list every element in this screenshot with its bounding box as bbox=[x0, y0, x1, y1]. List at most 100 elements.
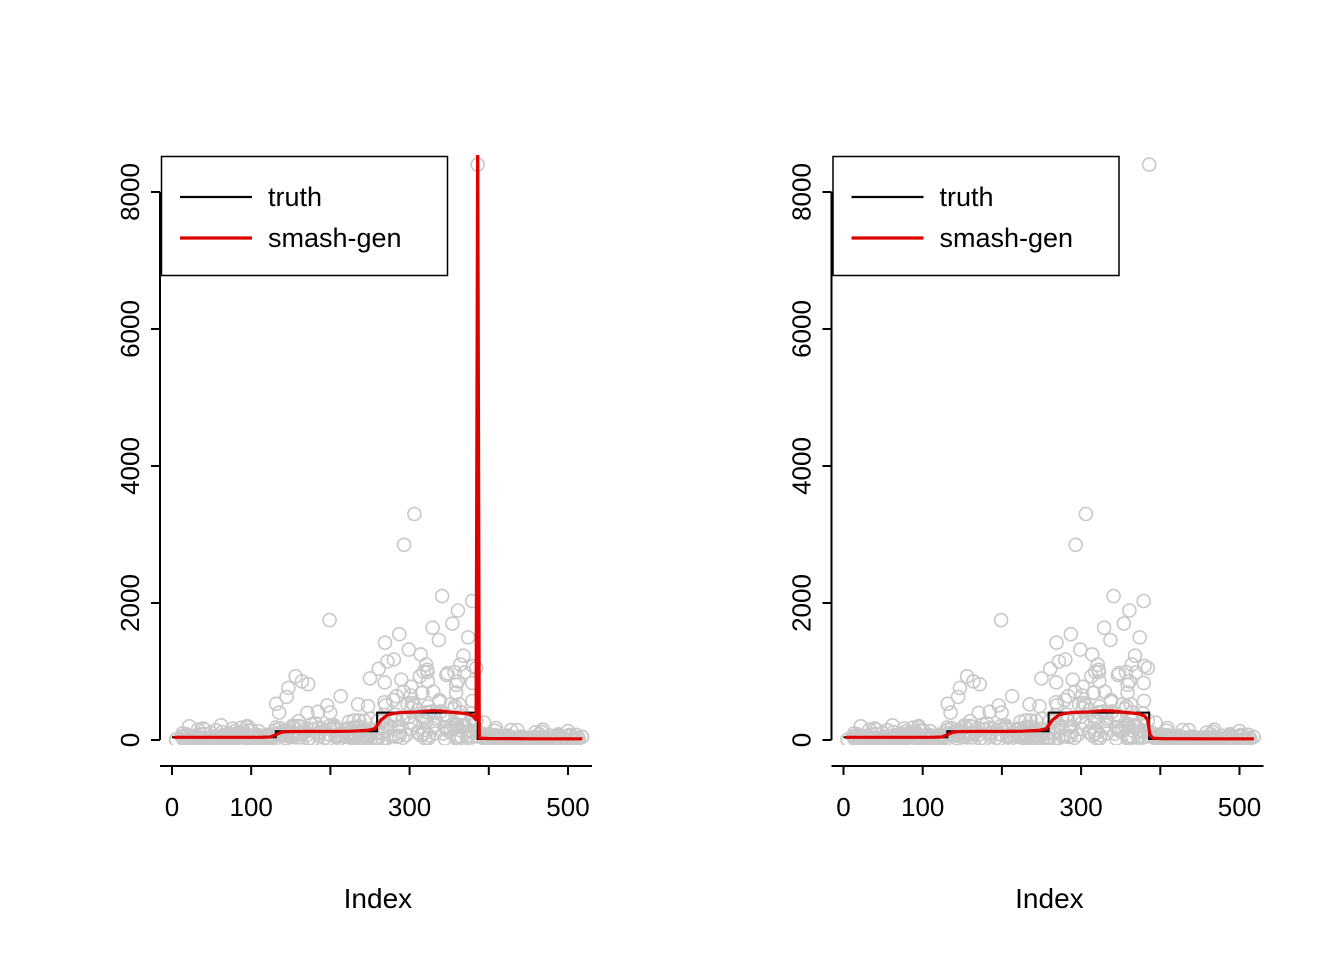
scatter-point-outlier bbox=[1096, 620, 1112, 636]
scatter-point-outlier bbox=[1122, 603, 1137, 618]
scatter-point bbox=[1109, 719, 1124, 735]
scatter-point bbox=[403, 679, 419, 695]
scatter-point-outlier bbox=[431, 632, 447, 648]
scatter-point-outlier bbox=[1132, 629, 1147, 645]
smash-gen-line bbox=[173, 155, 583, 741]
scatter-point bbox=[380, 654, 395, 669]
scatter-point-outlier bbox=[1034, 671, 1049, 686]
scatter-point bbox=[1057, 728, 1073, 744]
scatter-point bbox=[955, 726, 971, 742]
scatter-point-outlier bbox=[294, 674, 310, 689]
x-tick-label: 0 bbox=[165, 792, 179, 822]
x-axis-title: Index bbox=[344, 883, 413, 914]
scatter-point bbox=[268, 696, 284, 712]
scatter-point bbox=[402, 721, 418, 737]
scatter-point bbox=[393, 672, 409, 688]
scatter-point-outlier bbox=[377, 635, 393, 651]
scatter-point bbox=[983, 728, 998, 744]
scatter-point bbox=[991, 698, 1007, 713]
scatter-point bbox=[383, 720, 399, 736]
scatter-point bbox=[448, 685, 464, 701]
scatter-point bbox=[1120, 685, 1135, 701]
scatter-point bbox=[1090, 714, 1106, 729]
y-tick-label: 6000 bbox=[115, 300, 145, 358]
scatter-point bbox=[1048, 675, 1064, 690]
scatter-point-outlier bbox=[1073, 642, 1088, 657]
panel-left: 0 2000 4000 6000 8000 0 100 300 500 Index truth sma… bbox=[115, 155, 592, 914]
scatter-point bbox=[327, 719, 343, 735]
scatter-point bbox=[1112, 722, 1128, 738]
scatter-point-outlier bbox=[213, 717, 229, 733]
scatter-point-outlier bbox=[239, 719, 255, 735]
legend-label: smash-gen bbox=[940, 223, 1074, 253]
x-tick-label: 500 bbox=[546, 792, 589, 822]
scatter-point-outlier bbox=[1103, 632, 1118, 648]
scatter-point bbox=[355, 732, 371, 745]
scatter-point-outlier bbox=[396, 537, 412, 553]
scatter-point bbox=[1057, 692, 1072, 708]
scatter-point bbox=[1018, 713, 1033, 728]
scatter-point-outlier bbox=[1116, 616, 1132, 631]
scatter-point-outlier bbox=[362, 671, 378, 686]
scatter-point-outlier bbox=[1106, 588, 1121, 604]
scatter-point bbox=[1076, 695, 1091, 711]
scatter-point-outlier bbox=[535, 722, 551, 738]
scatter-point bbox=[999, 719, 1014, 735]
scatter-point bbox=[299, 705, 315, 721]
scatter-point-outlier bbox=[911, 719, 927, 735]
scatter-point bbox=[455, 718, 470, 734]
y-tick-label: 8000 bbox=[115, 163, 145, 221]
y-tick-label: 8000 bbox=[786, 163, 816, 221]
scatter-point bbox=[412, 668, 428, 684]
scatter-point bbox=[439, 667, 454, 683]
x-tick-label: 300 bbox=[388, 792, 431, 822]
scatter-point bbox=[1075, 679, 1090, 695]
scatter-point-outlier bbox=[1090, 657, 1105, 672]
scatter-point bbox=[404, 700, 419, 716]
legend-label: smash-gen bbox=[268, 223, 402, 253]
scatter-point bbox=[447, 720, 462, 736]
scatter-point bbox=[271, 705, 287, 720]
scatter-point bbox=[416, 664, 432, 680]
scatter-point bbox=[1087, 664, 1103, 680]
scatter-point-outlier bbox=[391, 626, 407, 642]
panel-right: 0 2000 4000 6000 8000 0 100 300 500 Index truth sma… bbox=[786, 155, 1264, 914]
scatter-point bbox=[357, 713, 372, 729]
x-tick-label: 500 bbox=[1218, 792, 1261, 822]
scatter-point bbox=[386, 728, 401, 744]
scatter-point-outlier bbox=[885, 717, 900, 733]
scatter-point-outlier bbox=[333, 688, 349, 704]
scatter-point-outlier bbox=[440, 665, 455, 681]
scatter-point-outlier bbox=[1068, 537, 1083, 553]
y-tick-label: 0 bbox=[115, 733, 145, 747]
x-axis-title: Index bbox=[1015, 883, 1084, 914]
scatter-point-outlier bbox=[425, 620, 440, 636]
legend: truth smash-gen bbox=[832, 155, 1120, 277]
scatter-point bbox=[1074, 721, 1089, 737]
scatter-point-outlier bbox=[1137, 658, 1152, 674]
scatter-point bbox=[448, 677, 464, 693]
scatter-point-outlier bbox=[503, 722, 519, 738]
scatter-point bbox=[1027, 732, 1042, 745]
scatter-point bbox=[1120, 677, 1135, 693]
scatter-point bbox=[1128, 664, 1144, 680]
scatter-point-outlier bbox=[1175, 722, 1190, 738]
scatter-point-outlier bbox=[1022, 697, 1037, 712]
scatter-point-outlier bbox=[1058, 652, 1073, 667]
scatter-point-outlier bbox=[1042, 661, 1058, 677]
scatter-point-outlier bbox=[966, 674, 981, 689]
y-tick-label: 2000 bbox=[786, 574, 816, 632]
scatter-point bbox=[1136, 693, 1152, 709]
scatter-point bbox=[1054, 720, 1070, 736]
scatter-point bbox=[414, 685, 430, 701]
scatter-point-outlier bbox=[401, 642, 417, 657]
scatter-point bbox=[943, 705, 958, 720]
scatter-point bbox=[971, 705, 987, 721]
scatter-point-outlier bbox=[952, 680, 968, 696]
scatter-point bbox=[1065, 672, 1081, 688]
legend-box bbox=[832, 155, 1120, 277]
scatter-point bbox=[1097, 684, 1112, 700]
scatter-point bbox=[1085, 685, 1101, 701]
scatter-point-outlier bbox=[460, 629, 476, 645]
